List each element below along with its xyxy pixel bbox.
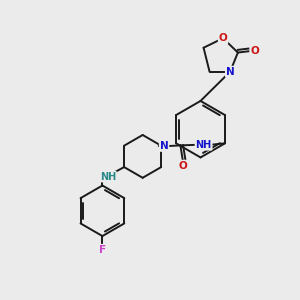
Text: O: O [219,33,227,43]
Text: O: O [178,160,187,171]
Text: N: N [226,67,235,77]
Text: N: N [160,141,168,151]
Text: NH: NH [196,140,212,150]
Text: F: F [99,245,106,255]
Text: O: O [250,46,259,56]
Text: NH: NH [100,172,116,182]
